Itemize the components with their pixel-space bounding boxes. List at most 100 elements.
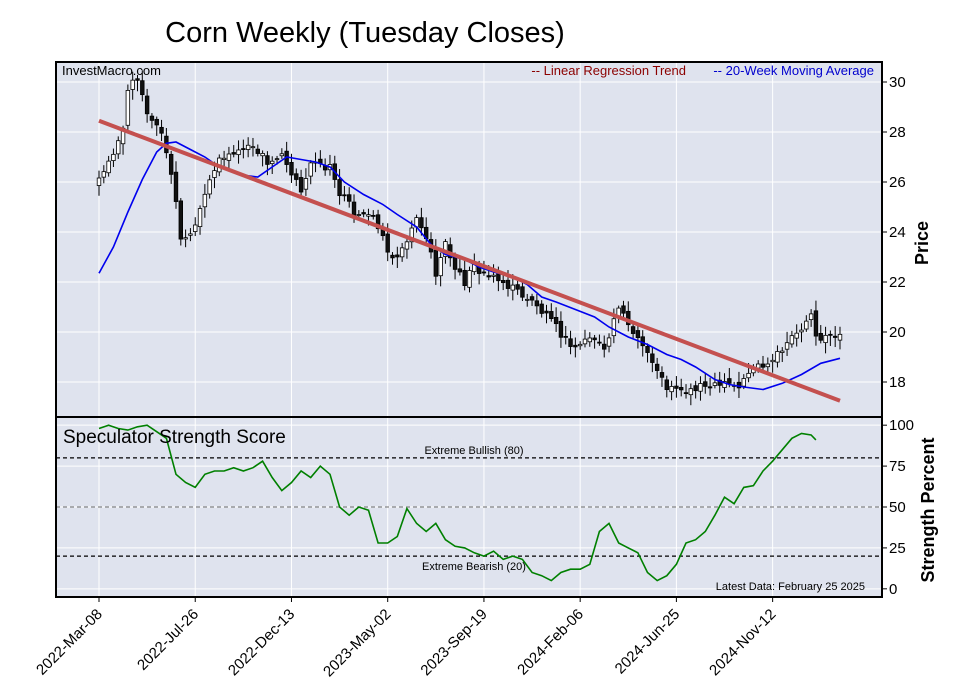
regression-trend-line — [98, 118, 841, 403]
candle-body — [404, 241, 410, 250]
candle-body — [197, 208, 203, 228]
strength-tick-label: 50 — [889, 499, 906, 516]
candle-body — [260, 153, 265, 157]
price-y-axis: 18 20 22 24 26 28 30 — [882, 74, 906, 391]
candle-body — [390, 254, 395, 259]
candle-body — [664, 379, 669, 390]
candle-body — [347, 194, 352, 202]
candle-body — [703, 381, 708, 387]
x-tick-label: 2022-Mar-08 — [33, 606, 106, 679]
candle-body — [808, 313, 814, 321]
candle-body — [746, 372, 751, 379]
candle-body — [630, 326, 636, 334]
candle-body — [823, 334, 828, 344]
candle-body — [496, 273, 501, 282]
candle-body — [577, 343, 583, 347]
candle-body — [419, 217, 424, 229]
candle-body — [818, 332, 823, 341]
legend-moving-average: -- 20-Week Moving Average — [713, 63, 874, 78]
candle-body — [130, 79, 135, 90]
candle-body — [481, 271, 487, 274]
candle-body — [159, 126, 164, 134]
candle-body — [529, 296, 535, 301]
candle-body — [173, 171, 179, 202]
price-panel-background — [56, 62, 882, 417]
candle-body — [563, 335, 568, 338]
candle-body — [784, 342, 790, 350]
candle-body — [741, 378, 746, 387]
candle-body — [587, 337, 592, 343]
candle-body — [274, 158, 280, 161]
price-panel: InvestMacro.com -- Linear Regression Tre… — [55, 61, 932, 418]
candle-body — [342, 194, 347, 197]
candle-body — [525, 298, 530, 301]
candle-body — [727, 378, 732, 384]
candle-body — [221, 157, 227, 160]
candle-body — [116, 140, 121, 155]
price-tick-label: 26 — [889, 174, 906, 191]
candle-body — [717, 379, 722, 386]
price-tick-label: 30 — [889, 74, 906, 91]
price-tick-label: 22 — [889, 274, 906, 291]
candle-body — [553, 316, 559, 325]
candle-body — [265, 155, 270, 165]
strength-tick-label: 75 — [889, 458, 906, 475]
candle-body — [712, 382, 718, 386]
candle-body — [760, 363, 766, 368]
candle-body — [241, 148, 246, 150]
strength-tick-label: 100 — [889, 417, 914, 434]
candle-body — [188, 233, 193, 236]
x-tick-label: 2022-Jul-26 — [134, 606, 202, 674]
reference-line-label: Extreme Bullish (80) — [424, 445, 523, 457]
candle-body — [351, 201, 357, 216]
candle-body — [303, 178, 309, 190]
candle-body — [337, 179, 342, 197]
candle-body — [308, 162, 313, 177]
strength-tick-label: 0 — [889, 581, 897, 598]
x-axis: 2022-Mar-08 2022-Jul-26 2022-Dec-13 2023-Ma… — [33, 597, 779, 680]
candle-body — [356, 214, 362, 216]
candle-body — [462, 269, 467, 286]
x-tick-label: 2023-May-02 — [320, 606, 395, 681]
candle-body — [606, 337, 612, 347]
candle-body — [688, 388, 694, 396]
reference-line-label: Extreme Bearish (20) — [422, 561, 526, 573]
candle-body — [832, 335, 838, 338]
candle-body — [111, 153, 116, 161]
candle-body — [621, 305, 626, 314]
candle-body — [270, 160, 275, 165]
candle-body — [226, 153, 232, 161]
candle-body — [101, 171, 107, 178]
x-tick-label: 2023-Sep-19 — [417, 606, 490, 679]
moving-average-line — [98, 141, 841, 391]
candle-body — [679, 387, 684, 391]
candle-body — [385, 233, 390, 253]
candle-body — [96, 177, 102, 186]
candle-body — [294, 173, 299, 180]
candle-body — [178, 200, 183, 240]
candle-body — [611, 318, 617, 337]
candle-body — [409, 227, 414, 243]
candle-body — [168, 153, 174, 175]
strength-panel: Extreme Bullish (80) Extreme Bearish (20)… — [55, 416, 938, 598]
candle-body — [813, 310, 819, 337]
candle-body — [236, 149, 241, 156]
candle-body — [491, 274, 496, 277]
candle-body — [486, 275, 491, 278]
candle-body — [770, 359, 775, 363]
candle-body — [125, 90, 131, 126]
price-tick-label: 20 — [889, 324, 906, 341]
candle-body — [452, 257, 458, 270]
strength-axis-label: Strength Percent — [918, 437, 938, 582]
candle-body — [212, 170, 217, 178]
candle-body — [698, 383, 703, 392]
candle-body — [106, 160, 111, 174]
strength-tick-label: 25 — [889, 540, 906, 557]
candle-body — [659, 372, 665, 378]
candle-body — [135, 78, 140, 81]
candle-body — [693, 385, 698, 392]
candle-body — [837, 333, 843, 341]
candle-body — [231, 152, 236, 155]
x-tick-label: 2024-Nov-12 — [706, 606, 779, 679]
price-tick-label: 28 — [889, 124, 906, 141]
